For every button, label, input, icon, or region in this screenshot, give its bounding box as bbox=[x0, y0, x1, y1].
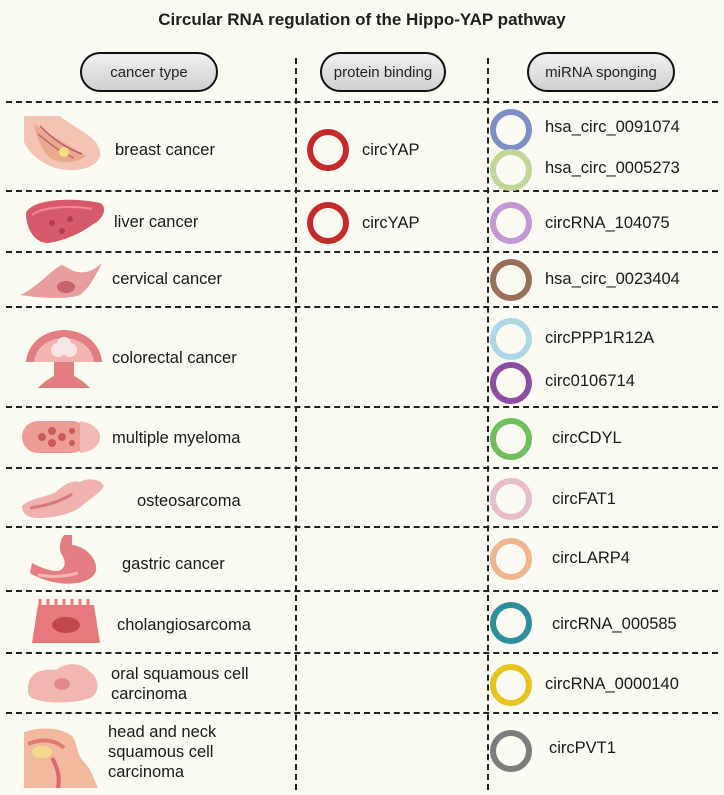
row-divider bbox=[6, 251, 718, 253]
cancer-label: cholangiosarcoma bbox=[117, 616, 251, 634]
row-divider bbox=[6, 101, 718, 103]
header-protein-binding: protein binding bbox=[320, 52, 446, 92]
cancer-label: head and neck squamous cell carcinoma bbox=[108, 723, 217, 781]
cancer-label: colorectal cancer bbox=[112, 349, 237, 367]
mirna-circrna-label: hsa_circ_0023404 bbox=[545, 270, 680, 288]
circrna-ring-icon bbox=[490, 418, 532, 460]
diagram-title: Circular RNA regulation of the Hippo-YAP… bbox=[158, 10, 566, 29]
circrna-ring-icon bbox=[490, 149, 532, 191]
mirna-circrna-label: circRNA_000585 bbox=[552, 615, 677, 633]
header-mirna-sponging: miRNA sponging bbox=[527, 52, 675, 92]
column-divider bbox=[295, 58, 297, 790]
header-cancer-type: cancer type bbox=[80, 52, 218, 92]
head-neck-illustration bbox=[24, 728, 98, 788]
mirna-circrna-label: hsa_circ_0005273 bbox=[545, 159, 680, 177]
circrna-ring-icon bbox=[490, 259, 532, 301]
cancer-label: multiple myeloma bbox=[112, 429, 241, 447]
circrna-ring-icon bbox=[307, 129, 349, 171]
circrna-ring-icon bbox=[490, 664, 532, 706]
mirna-circrna-label: circ0106714 bbox=[545, 372, 635, 390]
cervical-cell-illustration bbox=[20, 263, 102, 298]
row-divider bbox=[6, 190, 718, 192]
breast-illustration bbox=[24, 116, 101, 171]
protein-circrna-label: circYAP bbox=[362, 214, 420, 232]
mirna-circrna-label: circPPP1R12A bbox=[545, 329, 655, 347]
circrna-ring-icon bbox=[490, 202, 532, 244]
row-divider bbox=[6, 590, 718, 592]
protein-circrna-label: circYAP bbox=[362, 141, 420, 159]
row-divider bbox=[6, 467, 718, 469]
circrna-ring-icon bbox=[490, 602, 532, 644]
liver-illustration bbox=[26, 199, 105, 243]
cholangio-cell-illustration bbox=[32, 599, 100, 643]
circrna-ring-icon bbox=[490, 538, 532, 580]
row-divider bbox=[6, 712, 718, 714]
row-divider bbox=[6, 652, 718, 654]
colorectal-illustration bbox=[26, 330, 102, 388]
circrna-ring-icon bbox=[490, 730, 532, 772]
mirna-circrna-label: circCDYL bbox=[552, 429, 622, 447]
cancer-label: cervical cancer bbox=[112, 270, 223, 288]
stomach-illustration bbox=[30, 535, 97, 584]
row-divider bbox=[6, 526, 718, 528]
mirna-circrna-label: circLARP4 bbox=[552, 549, 630, 567]
row-divider bbox=[6, 306, 718, 308]
cancer-label: osteosarcoma bbox=[137, 492, 241, 510]
mirna-circrna-label: circRNA_104075 bbox=[545, 214, 670, 232]
cancer-label: gastric cancer bbox=[122, 555, 225, 573]
mirna-circrna-label: circRNA_0000140 bbox=[545, 675, 679, 693]
bone-illustration bbox=[22, 479, 104, 518]
mirna-circrna-label: hsa_circ_0091074 bbox=[545, 118, 680, 136]
myeloma-illustration bbox=[22, 421, 100, 453]
circrna-ring-icon bbox=[307, 202, 349, 244]
column-divider bbox=[487, 58, 489, 790]
circrna-ring-icon bbox=[490, 109, 532, 151]
circrna-ring-icon bbox=[490, 362, 532, 404]
circrna-ring-icon bbox=[490, 318, 532, 360]
mirna-circrna-label: circFAT1 bbox=[552, 490, 616, 508]
row-divider bbox=[6, 406, 718, 408]
cancer-label: oral squamous cell carcinoma bbox=[111, 665, 249, 703]
mirna-circrna-label: circPVT1 bbox=[549, 739, 616, 757]
circrna-ring-icon bbox=[490, 478, 532, 520]
cancer-label: breast cancer bbox=[115, 141, 215, 159]
oral-cell-illustration bbox=[28, 664, 98, 703]
cancer-label: liver cancer bbox=[114, 213, 199, 231]
